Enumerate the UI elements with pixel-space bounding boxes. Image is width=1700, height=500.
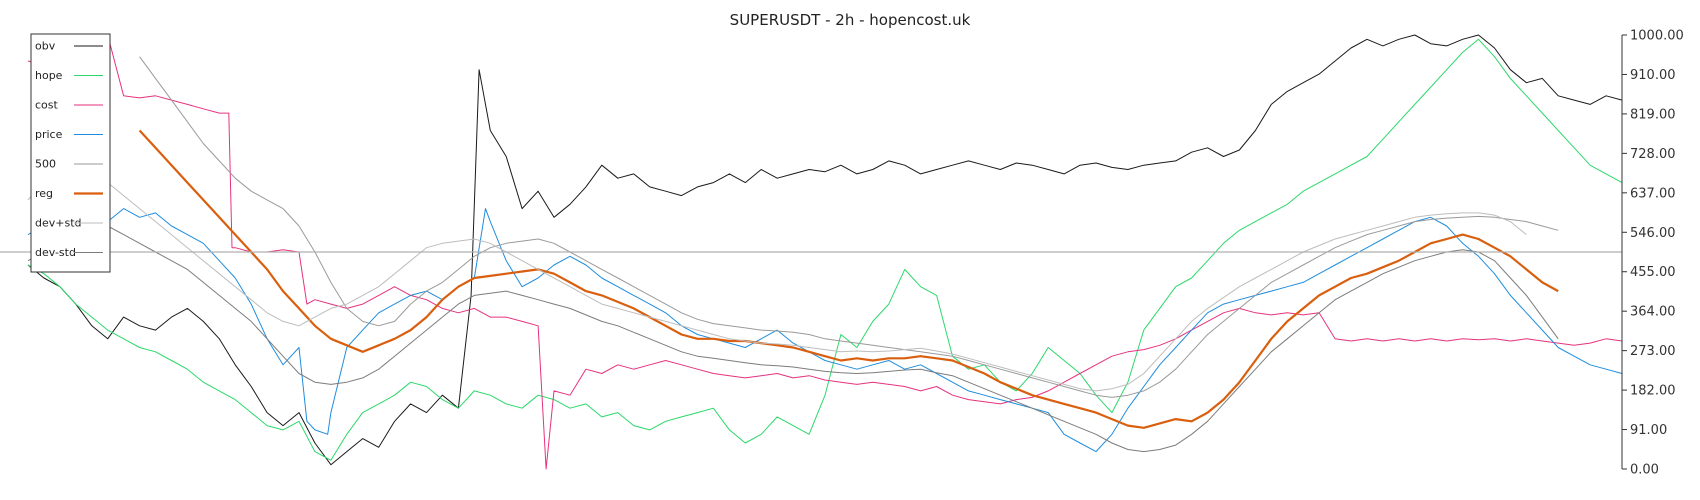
- legend-label: price: [35, 128, 63, 141]
- series-line-500: [139, 56, 1559, 398]
- series-line-obv: [27, 34, 1623, 466]
- legend-label: dev-std: [35, 246, 76, 259]
- y-tick-label: 546.00: [1630, 226, 1676, 241]
- series-line-dev-std: [27, 225, 1559, 453]
- y-tick-label: 819.00: [1630, 107, 1676, 122]
- legend: obv hope cost price 500 reg dev+std dev-std: [30, 33, 111, 273]
- y-tick-label: 910.00: [1630, 68, 1676, 83]
- y-tick-label: 728.00: [1630, 147, 1676, 162]
- series-line-price: [27, 199, 1623, 453]
- legend-label: cost: [35, 99, 59, 112]
- y-tick-label: 637.00: [1630, 186, 1676, 201]
- legend-label: dev+std: [35, 217, 82, 230]
- y-axis: 0.00 91.00 182.00 273.00 364.00 455.00 546.00 6…: [1622, 29, 1684, 478]
- y-tick-label: 364.00: [1630, 305, 1676, 320]
- series-line-hope: [27, 38, 1623, 461]
- legend-label: obv: [35, 40, 56, 53]
- y-tick-label: 1000.00: [1630, 29, 1684, 44]
- y-tick-label: 0.00: [1630, 463, 1659, 478]
- y-tick-label: 91.00: [1630, 423, 1667, 438]
- series-line-dev-std: [27, 164, 1527, 392]
- y-tick-label: 182.00: [1630, 384, 1676, 399]
- y-tick-label: 273.00: [1630, 344, 1676, 359]
- chart-title: SUPERUSDT - 2h - hopencost.uk: [730, 11, 971, 29]
- series-layer: [27, 34, 1623, 470]
- y-tick-label: 455.00: [1630, 265, 1676, 280]
- series-line-reg: [138, 129, 1559, 429]
- legend-box: [30, 33, 111, 273]
- legend-label: hope: [35, 69, 63, 82]
- legend-label: 500: [35, 158, 56, 171]
- legend-label: reg: [35, 187, 53, 200]
- series-line-cost: [27, 34, 1623, 470]
